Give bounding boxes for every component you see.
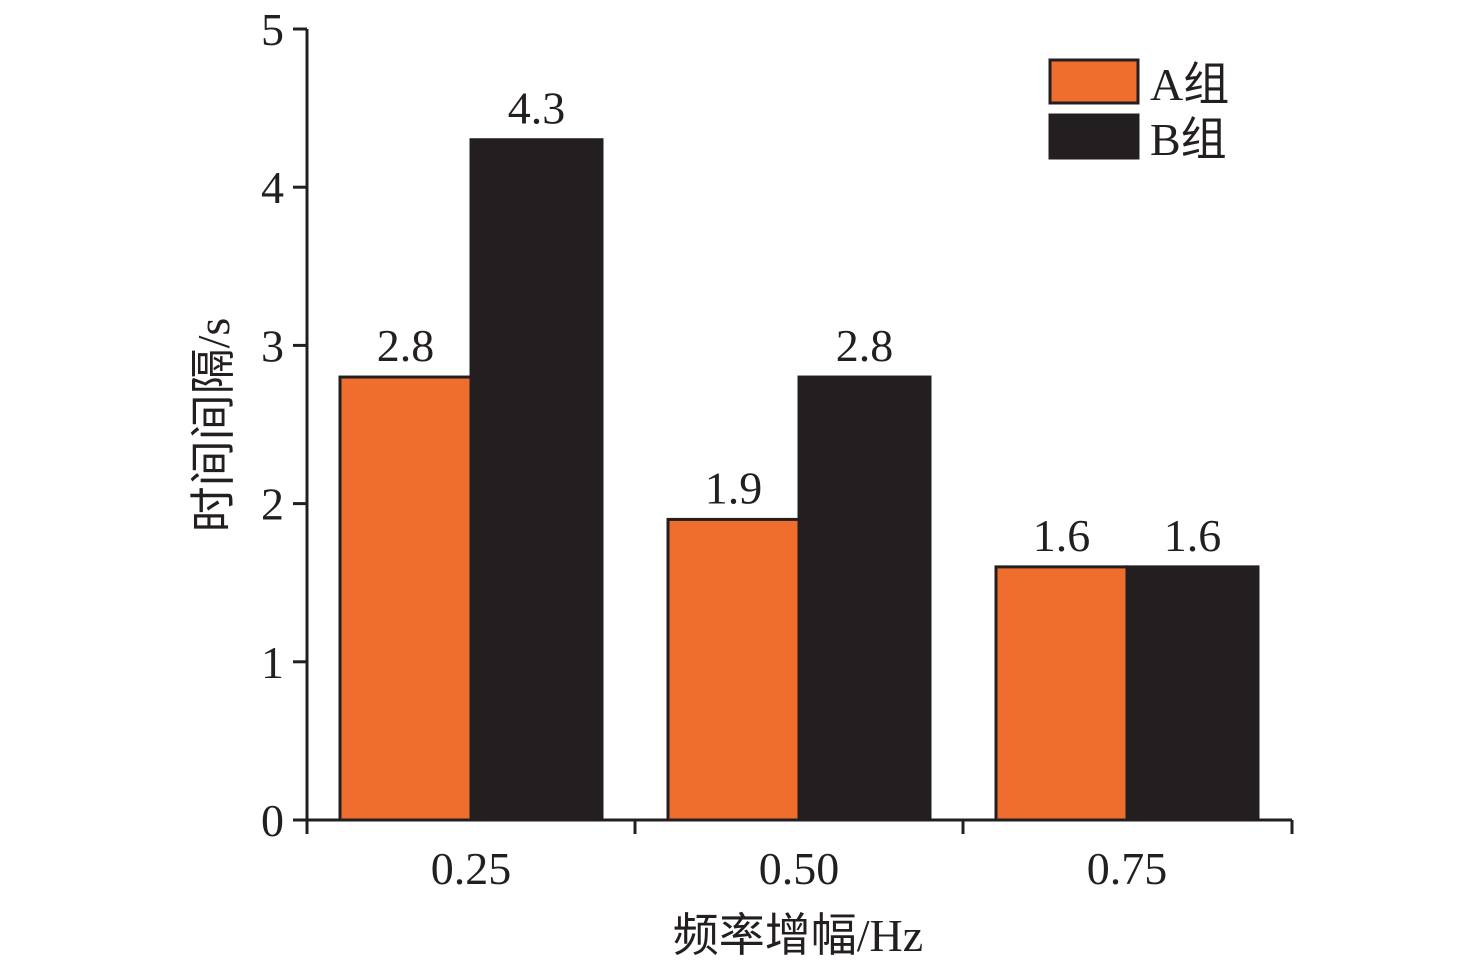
bar-series1-0.75 [994, 565, 1129, 822]
data-label-series1-0.25: 2.8 [377, 320, 435, 371]
bar-series2-0.50 [797, 375, 932, 822]
legend: A组 B组 [1048, 58, 1229, 165]
data-labels-layer: 2.8 1.9 1.6 4.3 2.8 1.6 [377, 83, 1222, 561]
bars-layer [338, 138, 1260, 822]
y-tick-label-4: 4 [261, 162, 284, 213]
y-tick-label-3: 3 [261, 320, 284, 371]
y-tick-label-2: 2 [261, 479, 284, 530]
x-axis-title: 频率增幅/Hz [673, 910, 923, 961]
bar-series1-0.50 [666, 517, 801, 822]
y-tick-label-1: 1 [261, 637, 284, 688]
bar-series2-0.75 [1125, 565, 1260, 822]
data-label-series2-0.50: 2.8 [836, 320, 894, 371]
x-tick-label-0.25: 0.25 [431, 843, 512, 894]
bar-series2-0.25 [469, 138, 604, 822]
data-label-series2-0.25: 4.3 [508, 83, 566, 134]
legend-swatch-b [1048, 113, 1140, 160]
y-tick-label-0: 0 [261, 795, 284, 846]
y-axis-title: 时间间隔/s [188, 318, 239, 533]
data-label-series2-0.75: 1.6 [1164, 510, 1222, 561]
data-label-series1-0.75: 1.6 [1033, 510, 1091, 561]
legend-swatch-a [1048, 58, 1140, 105]
legend-label-b: B组 [1150, 114, 1227, 165]
x-tick-label-0.75: 0.75 [1087, 843, 1168, 894]
axes-layer: 0 1 2 3 4 5 0.25 0.50 0.75 [261, 4, 1294, 894]
y-tick-label-5: 5 [261, 4, 284, 55]
x-tick-label-0.50: 0.50 [759, 843, 840, 894]
bar-series1-0.25 [338, 375, 473, 822]
data-label-series1-0.50: 1.9 [705, 462, 763, 513]
legend-label-a: A组 [1150, 59, 1229, 110]
